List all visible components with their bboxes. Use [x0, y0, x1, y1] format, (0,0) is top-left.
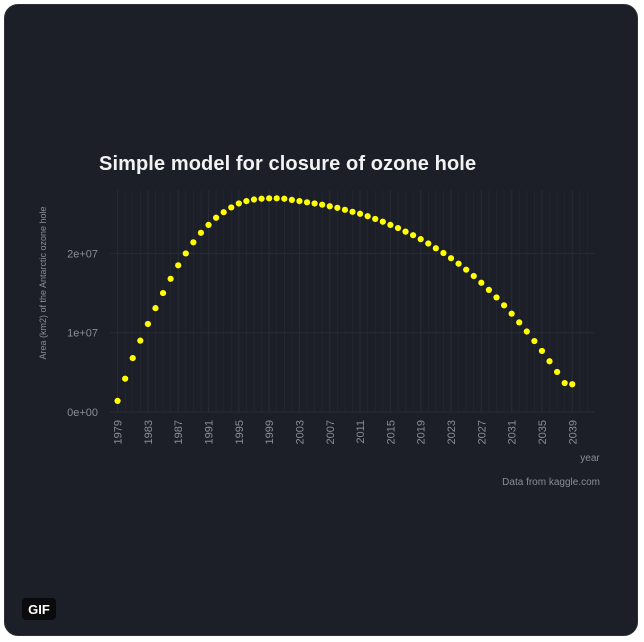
- data-point: [341, 206, 349, 213]
- data-point: [440, 249, 447, 257]
- data-point: [349, 208, 356, 215]
- data-point: [235, 200, 242, 207]
- data-point: [159, 289, 167, 297]
- data-point: [402, 228, 409, 235]
- data-point: [281, 195, 288, 202]
- data-point: [364, 213, 371, 220]
- x-tick-label: 1995: [234, 420, 246, 444]
- x-tick-label: 1979: [113, 420, 125, 444]
- data-point: [356, 210, 364, 217]
- data-point: [478, 279, 485, 286]
- data-point: [538, 347, 546, 355]
- data-point: [463, 266, 470, 273]
- data-point: [266, 195, 273, 202]
- data-point: [296, 198, 303, 205]
- data-point: [432, 245, 439, 252]
- data-point: [447, 255, 455, 262]
- y-tick-label: 2e+07: [67, 248, 98, 260]
- grid-lines: [110, 190, 595, 413]
- data-point: [152, 305, 159, 312]
- x-tick-label: 1987: [173, 420, 185, 444]
- data-point: [175, 262, 182, 269]
- data-point: [485, 286, 493, 293]
- x-tick-label: 2011: [355, 420, 367, 444]
- data-point: [205, 221, 212, 228]
- data-point: [425, 240, 432, 247]
- y-tick-label: 1e+07: [67, 328, 98, 340]
- x-tick-label: 2031: [507, 420, 519, 444]
- data-point: [137, 337, 144, 344]
- data-point: [114, 397, 121, 404]
- chart-card: 0e+00 1e+07 2e+07 1979 1983 1987 1991 1995 1999…: [4, 4, 638, 636]
- data-point: [319, 201, 326, 208]
- data-point: [129, 354, 136, 362]
- x-tick-label: 2027: [476, 420, 488, 444]
- data-point: [372, 215, 379, 223]
- x-tick-label: 2035: [537, 420, 549, 444]
- x-tick-label: 1999: [264, 420, 276, 444]
- data-point: [250, 196, 258, 203]
- data-point: [182, 250, 189, 257]
- y-axis: 0e+00 1e+07 2e+07: [67, 248, 98, 419]
- data-point: [493, 294, 500, 301]
- caption: Data from kaggle.com: [502, 477, 600, 488]
- data-point: [220, 209, 227, 216]
- x-tick-label: 2015: [385, 420, 397, 444]
- data-point: [122, 375, 129, 382]
- data-point: [167, 275, 174, 282]
- data-point: [455, 260, 462, 267]
- chart-canvas: 0e+00 1e+07 2e+07 1979 1983 1987 1991 1995 1999…: [38, 190, 600, 488]
- data-point: [500, 302, 508, 309]
- x-tick-label: 1991: [204, 420, 216, 444]
- y-axis-label: Area (km2) of the Antarctic ozone hole: [38, 206, 48, 359]
- data-point: [508, 310, 515, 317]
- gif-badge[interactable]: GIF: [22, 598, 56, 620]
- x-axis: 1979 1983 1987 1991 1995 1999 2003 2007 2011 2015…: [113, 420, 580, 444]
- data-point: [326, 203, 333, 210]
- data-point: [197, 229, 205, 236]
- data-point: [379, 218, 386, 225]
- data-point: [190, 239, 197, 246]
- chart-title: Simple model for closure of ozone hole: [99, 153, 477, 175]
- data-point: [258, 195, 265, 202]
- data-point: [523, 328, 530, 335]
- data-point: [561, 379, 568, 387]
- x-tick-label: 2007: [325, 420, 337, 444]
- data-point: [470, 272, 477, 280]
- x-axis-label: year: [580, 453, 600, 464]
- data-point: [531, 337, 538, 345]
- data-point: [212, 214, 220, 221]
- data-point: [394, 224, 402, 232]
- data-point: [554, 368, 561, 376]
- data-point: [334, 204, 341, 211]
- data-point: [516, 319, 523, 326]
- data-point: [311, 200, 318, 207]
- data-point: [410, 232, 417, 239]
- data-point: [243, 198, 250, 205]
- data-point: [144, 320, 151, 328]
- y-tick-label: 0e+00: [67, 407, 98, 419]
- x-tick-label: 2039: [567, 420, 579, 444]
- x-tick-label: 2023: [446, 420, 458, 444]
- data-point: [288, 196, 295, 204]
- data-point: [569, 381, 576, 388]
- data-point: [387, 221, 394, 228]
- x-tick-label: 2019: [416, 420, 428, 444]
- x-tick-label: 2003: [294, 420, 306, 444]
- data-points: [114, 195, 576, 404]
- x-tick-label: 1983: [143, 420, 155, 444]
- data-point: [303, 199, 311, 206]
- data-point: [273, 195, 280, 202]
- data-point: [417, 236, 424, 243]
- data-point: [228, 204, 235, 211]
- data-point: [546, 358, 553, 365]
